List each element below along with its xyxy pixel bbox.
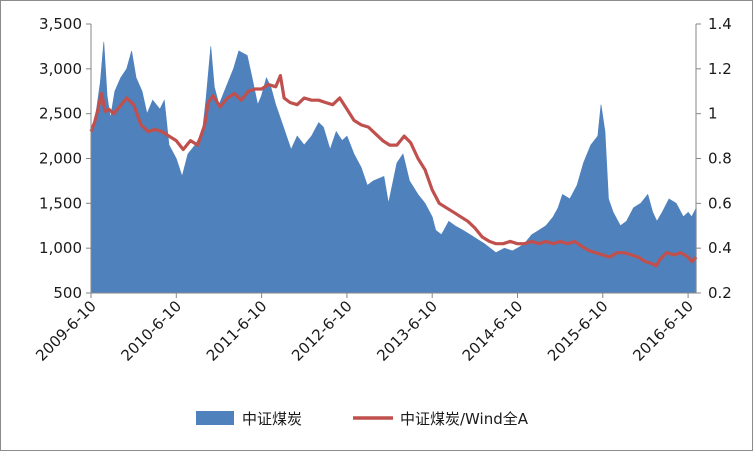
y-left-tick-label: 3,500 — [39, 15, 82, 33]
y-right-tick-label: 1 — [708, 105, 718, 123]
y-left-tick-label: 2,500 — [39, 105, 82, 123]
legend-label-coal-relative: 中证煤炭/Wind全A — [400, 410, 529, 428]
x-tick-label: 2009-6-10 — [32, 297, 100, 365]
y-right-tick-label: 0.2 — [708, 284, 732, 302]
x-tick-label: 2016-6-10 — [629, 297, 697, 365]
line-layer — [89, 74, 698, 268]
y-right-tick-label: 0.6 — [708, 194, 732, 212]
y-right-tick-label: 0.4 — [708, 239, 732, 257]
y-left-tick-label: 1,000 — [39, 239, 82, 257]
legend-swatch-coal-index — [196, 411, 234, 425]
y-left-tick-label: 500 — [53, 284, 82, 302]
area-layer — [90, 41, 697, 294]
y-left-tick-label: 3,000 — [39, 60, 82, 78]
x-tick-label: 2015-6-10 — [544, 297, 612, 365]
x-tick-label: 2013-6-10 — [373, 297, 441, 365]
y-right-tick-label: 1.2 — [708, 60, 732, 78]
area-series-coal-index — [90, 41, 697, 294]
x-tick-label: 2012-6-10 — [288, 297, 356, 365]
line-series-coal-relative — [89, 74, 698, 268]
x-tick-label: 2011-6-10 — [203, 297, 271, 365]
y-left-tick-label: 1,500 — [39, 194, 82, 212]
y-right-tick-label: 0.8 — [708, 150, 732, 168]
y-right-tick-label: 1.4 — [708, 15, 732, 33]
y-left-tick-label: 2,000 — [39, 150, 82, 168]
x-tick-label: 2014-6-10 — [459, 297, 527, 365]
legend-label-coal-index: 中证煤炭 — [242, 410, 302, 428]
x-tick-label: 2010-6-10 — [118, 297, 186, 365]
legend: 中证煤炭 中证煤炭/Wind全A — [196, 410, 529, 428]
